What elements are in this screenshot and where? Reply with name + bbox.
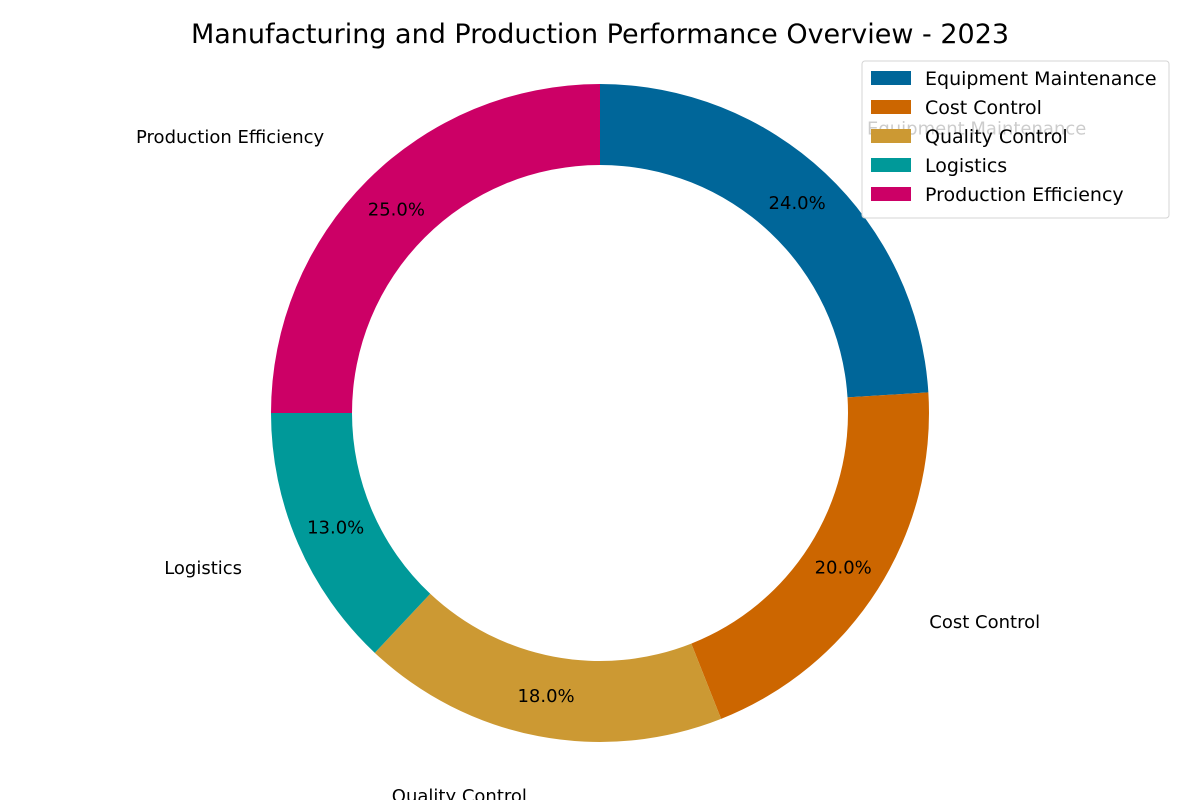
slice-cost-control: [691, 392, 929, 719]
legend-swatch-equipment-maintenance: [871, 71, 911, 85]
slice-logistics: [271, 413, 431, 653]
slice-label-production-efficiency: Production Efficiency: [136, 127, 325, 148]
slice-production-efficiency: [271, 84, 600, 413]
percent-label-quality-control: 18.0%: [517, 686, 574, 707]
legend-swatch-production-efficiency: [871, 187, 911, 201]
percent-label-cost-control: 20.0%: [815, 557, 872, 578]
percent-label-logistics: 13.0%: [307, 517, 364, 538]
legend-entry-quality-control: Quality Control: [925, 126, 1068, 148]
slice-equipment-maintenance: [600, 84, 929, 398]
percent-label-equipment-maintenance: 24.0%: [769, 193, 826, 214]
legend-frame: [861, 60, 1170, 219]
percent-label-production-efficiency: 25.0%: [368, 199, 425, 220]
slice-label-quality-control: Quality Control: [392, 786, 527, 800]
legend: Equipment Maintenance Cost Control Quality…: [861, 60, 1170, 219]
legend-entry-equipment-maintenance: Equipment Maintenance: [925, 68, 1157, 90]
percent-labels-group: 24.0% 20.0% 18.0% 13.0% 25.0%: [307, 193, 872, 707]
chart-title: Manufacturing and Production Performance…: [191, 19, 1009, 50]
legend-swatch-cost-control: [871, 100, 911, 114]
legend-entry-logistics: Logistics: [925, 155, 1007, 177]
legend-entry-production-efficiency: Production Efficiency: [925, 184, 1124, 206]
slice-label-logistics: Logistics: [164, 558, 242, 579]
legend-swatch-logistics: [871, 158, 911, 172]
slice-quality-control: [374, 593, 722, 742]
legend-swatch-quality-control: [871, 129, 911, 143]
legend-entry-cost-control: Cost Control: [925, 97, 1042, 119]
slice-label-cost-control: Cost Control: [929, 612, 1040, 633]
slices-group: [271, 84, 929, 742]
